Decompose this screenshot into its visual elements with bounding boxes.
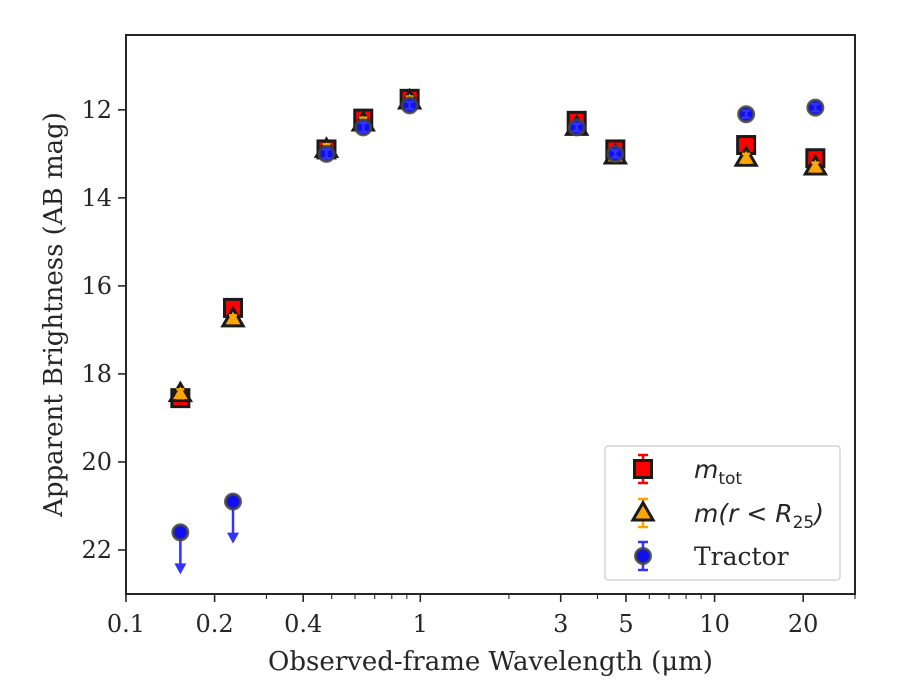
data-point-tractor bbox=[171, 523, 190, 542]
x-axis-title: Observed-frame Wavelength (μm) bbox=[268, 647, 713, 677]
legend-entry-mr25: m(r < R25) bbox=[630, 497, 824, 533]
legend-entry-tractor: Tractor bbox=[634, 540, 789, 572]
upper-limit-arrow-head bbox=[227, 532, 240, 544]
legend-label-main: Tractor bbox=[694, 542, 789, 571]
error-bar-mr25 bbox=[229, 314, 238, 324]
legend-label-mr25: m(r < R25) bbox=[694, 499, 824, 533]
y-tick-label: 22 bbox=[81, 536, 112, 564]
legend-label-tail: ) bbox=[812, 499, 824, 528]
plot-area bbox=[167, 87, 829, 575]
error-bar-tractor bbox=[811, 102, 820, 113]
error-bar-tractor bbox=[405, 100, 414, 111]
error-bar-tractor bbox=[322, 148, 331, 160]
upper-limit-arrow-head bbox=[174, 563, 187, 575]
legend-label-main: m(r < R bbox=[694, 499, 793, 528]
legend-label-subscript: tot bbox=[718, 469, 742, 489]
x-tick-label: 20 bbox=[788, 610, 819, 638]
legend-marker-mr25 bbox=[630, 499, 656, 522]
error-bar-tractor bbox=[359, 121, 368, 134]
legend-box bbox=[604, 445, 841, 581]
error-bar-mr25 bbox=[811, 161, 820, 173]
legend-label-mtot: mtot bbox=[694, 455, 742, 489]
x-tick-label: 5 bbox=[618, 610, 633, 638]
axis-ticks: 0.1 0.2 0.4 1 3 5 10 20 12 14 16 18 20 22 bbox=[81, 96, 856, 638]
legend-entry-mtot: mtot bbox=[633, 453, 742, 489]
data-point-tractor bbox=[224, 492, 243, 511]
legend-label-subscript: 25 bbox=[793, 513, 815, 533]
error-bar-tractor bbox=[572, 122, 581, 133]
axes-frame bbox=[125, 34, 856, 595]
y-tick-label: 16 bbox=[81, 272, 112, 300]
y-tick-label: 12 bbox=[81, 96, 112, 124]
legend-marker-mtot bbox=[633, 459, 653, 479]
x-tick-label: 10 bbox=[699, 610, 730, 638]
legend-marker-tractor bbox=[634, 547, 652, 565]
x-tick-label: 1 bbox=[413, 610, 428, 638]
legend-label-main: m bbox=[694, 455, 718, 484]
y-tick-label: 14 bbox=[81, 184, 112, 212]
series-tractor bbox=[171, 96, 825, 575]
error-bar-mr25 bbox=[176, 388, 185, 400]
error-bar-tractor bbox=[611, 149, 620, 159]
legend: mtot m(r < R25) Tractor bbox=[604, 445, 841, 581]
x-tick-label: 0.1 bbox=[107, 610, 145, 638]
x-tick-label: 0.4 bbox=[284, 610, 322, 638]
error-bar-mr25 bbox=[742, 152, 751, 164]
legend-label-tractor: Tractor bbox=[694, 542, 789, 571]
y-tick-label: 20 bbox=[81, 448, 112, 476]
error-bar-tractor bbox=[742, 109, 751, 119]
x-tick-label: 0.2 bbox=[196, 610, 234, 638]
x-tick-label: 3 bbox=[553, 610, 568, 638]
y-tick-label: 18 bbox=[81, 360, 112, 388]
y-axis-title: Apparent Brightness (AB mag) bbox=[39, 112, 69, 518]
